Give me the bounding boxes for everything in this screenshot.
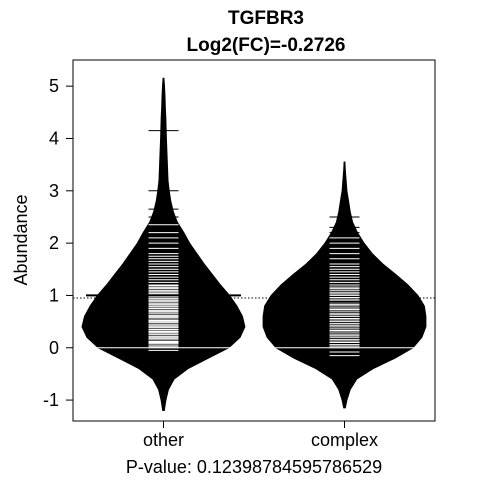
y-tick-label: 2 [49, 233, 59, 253]
y-tick-label: 3 [49, 181, 59, 201]
y-tick-label: -1 [43, 390, 59, 410]
p-value-footer: P-value: 0.12398784595786529 [126, 457, 382, 477]
bean-other [81, 77, 246, 411]
chart-title: TGFBR3 [228, 8, 304, 29]
x-axis-labels: other complex [143, 421, 378, 450]
bean-complex [262, 161, 427, 409]
y-tick-label: 1 [49, 285, 59, 305]
beans-group [73, 77, 435, 411]
bean-density-other [81, 77, 246, 411]
plot-area-frame [72, 59, 436, 422]
x-tick-label: other [143, 430, 184, 450]
chart-subtitle: Log2(FC)=-0.2726 [187, 35, 346, 56]
y-axis: -1 0 1 2 3 4 5 [43, 76, 74, 410]
y-tick-label: 4 [49, 128, 59, 148]
y-axis-title: Abundance [11, 194, 31, 285]
y-tick-label: 0 [49, 338, 59, 358]
y-tick-label: 5 [49, 76, 59, 96]
x-tick-label: complex [311, 430, 378, 450]
